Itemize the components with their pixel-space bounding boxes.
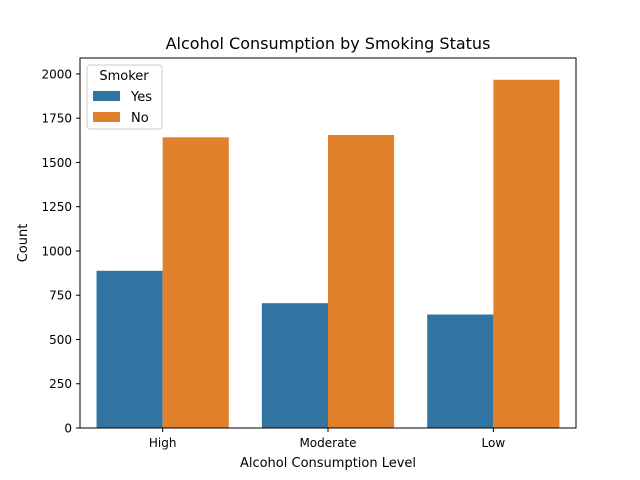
x-axis-ticks: High Moderate Low [149,428,505,450]
legend: Smoker Yes No [86,64,163,130]
plot-frame [79,57,577,429]
y-tick-label: 250 [49,377,72,391]
y-axis-label: Count [16,224,31,263]
legend-label-no: No [131,111,149,126]
x-tick-label: Low [482,436,506,450]
bar-high-no [162,137,229,428]
y-tick-label: 0 [64,422,72,436]
y-tick-label: 1250 [41,200,72,214]
bars-group [96,79,560,428]
y-tick-label: 750 [49,289,72,303]
legend-swatch-yes [93,91,120,101]
y-axis-ticks: 0 250 500 750 1000 1250 1500 1750 2000 [41,67,80,436]
bar-low-yes [427,314,494,428]
bar-low-no [493,79,560,428]
y-tick-label: 1500 [41,156,72,170]
x-tick-label: High [149,436,177,450]
x-tick-label: Moderate [299,436,356,450]
x-axis-label: Alcohol Consumption Level [240,456,416,471]
y-tick-label: 500 [49,333,72,347]
legend-label-yes: Yes [130,90,152,105]
bar-moderate-no [328,135,395,428]
legend-swatch-no [93,112,120,122]
bar-high-yes [96,270,163,428]
y-tick-label: 1000 [41,244,72,258]
bar-moderate-yes [261,303,328,428]
legend-title: Smoker [99,69,149,84]
y-tick-label: 1750 [41,112,72,126]
y-tick-label: 2000 [41,67,72,81]
chart-title: Alcohol Consumption by Smoking Status [166,34,491,53]
